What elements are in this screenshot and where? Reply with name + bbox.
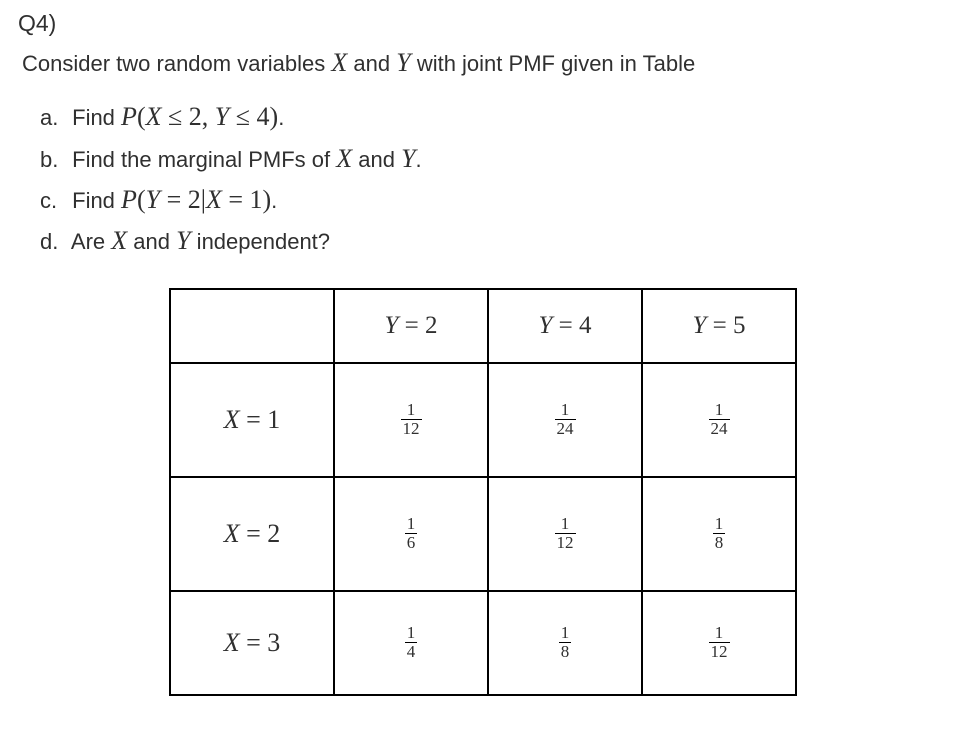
fraction: 112 [401,401,422,438]
fraction: 16 [405,515,418,552]
pmf-cell: 14 [334,591,488,695]
pmf-cell: 18 [488,591,642,695]
question-heading: Q4) [18,10,944,37]
pmf-cell: 112 [642,591,796,695]
part-label: c. [40,184,66,218]
var-y: Y [396,48,410,77]
fraction: 18 [713,515,726,552]
part-c: c. Find P(Y = 2|X = 1). [40,180,944,220]
table-row: X = 2 16 112 18 [170,477,796,591]
col-header: Y = 5 [642,289,796,363]
part-expr-r: ( [137,102,146,131]
stmt-prefix: Consider two random variables [22,51,331,76]
part-post: independent? [191,229,330,254]
fraction: 18 [559,624,572,661]
corner-cell [170,289,334,363]
part-b: b. Find the marginal PMFs of X and Y. [40,139,944,179]
pmf-cell: 124 [488,363,642,477]
part-label: d. [40,225,66,259]
stmt-suffix: with joint PMF given in Table [417,51,695,76]
table-header-row: Y = 2 Y = 4 Y = 5 [170,289,796,363]
fraction: 14 [405,624,418,661]
part-post: . [278,105,284,130]
part-pre: Find [72,188,121,213]
pmf-cell: 16 [334,477,488,591]
page: Q4) Consider two random variables X and … [0,0,966,755]
part-a: a. Find P(X ≤ 2, Y ≤ 4). [40,97,944,137]
var-x: X [331,48,347,77]
part-label: a. [40,101,66,135]
pmf-cell: 112 [488,477,642,591]
row-header: X = 3 [170,591,334,695]
question-statement: Consider two random variables X and Y wi… [22,45,944,81]
joint-pmf-table: Y = 2 Y = 4 Y = 5 X = 1 112 124 124 X = … [169,288,797,696]
fraction: 124 [709,401,730,438]
part-expr: P [121,185,137,214]
pmf-cell: 124 [642,363,796,477]
pmf-cell: 18 [642,477,796,591]
part-expr: X [336,144,352,173]
part-d: d. Are X and Y independent? [40,221,944,261]
fraction: 112 [555,515,576,552]
parts-list: a. Find P(X ≤ 2, Y ≤ 4). b. Find the mar… [40,97,944,261]
part-post: . [416,147,422,172]
part-pre: Find [72,105,121,130]
part-expr: X [111,226,127,255]
fraction: 112 [709,624,730,661]
part-expr: P [121,102,137,131]
row-header: X = 1 [170,363,334,477]
fraction: 124 [555,401,576,438]
pmf-cell: 112 [334,363,488,477]
col-header: Y = 2 [334,289,488,363]
table-row: X = 3 14 18 112 [170,591,796,695]
col-header: Y = 4 [488,289,642,363]
row-header: X = 2 [170,477,334,591]
part-pre: Find the marginal PMFs of [72,147,336,172]
part-label: b. [40,143,66,177]
table-row: X = 1 112 124 124 [170,363,796,477]
part-post: . [271,188,277,213]
part-pre: Are [71,229,111,254]
stmt-and: and [353,51,396,76]
